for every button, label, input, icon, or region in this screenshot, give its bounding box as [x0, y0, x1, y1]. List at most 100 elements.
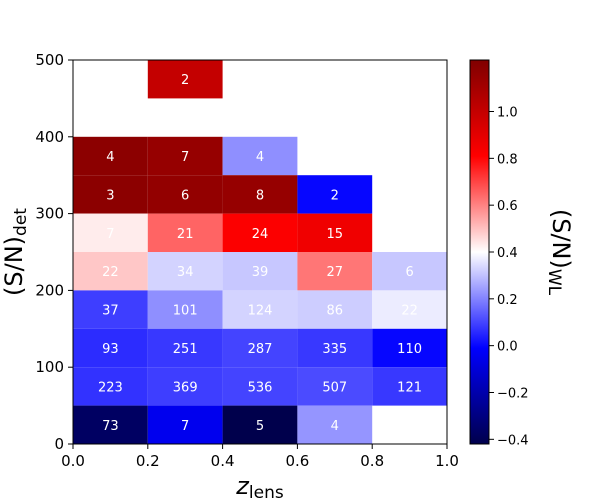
x-axis-title: zlens — [235, 472, 284, 500]
heatmap-cell — [372, 252, 447, 291]
heatmap-cell — [147, 213, 223, 252]
cell-count-label: 93 — [102, 342, 119, 357]
heatmap-cell — [372, 290, 447, 329]
heatmap-cell — [147, 405, 223, 444]
heatmap-cell — [372, 328, 447, 368]
cell-count-label: 251 — [173, 342, 198, 357]
heatmap-cell — [73, 213, 148, 252]
cell-count-label: 21 — [177, 227, 194, 242]
heatmap-cell — [73, 405, 148, 444]
heatmap-cell — [297, 213, 373, 252]
heatmap-cell — [297, 290, 373, 329]
plot-frame — [72, 59, 448, 445]
heatmap-cell — [222, 405, 298, 444]
heatmap-cell — [297, 328, 373, 368]
heatmap-cell — [222, 136, 298, 176]
heatmap-cell — [297, 367, 373, 406]
y-tick-label: 300 — [35, 205, 64, 223]
heatmap-cell — [222, 252, 298, 291]
heatmap-cell — [147, 60, 223, 99]
cell-count-label: 6 — [405, 265, 413, 280]
colorbar-ticks: −0.4 −0.2 0.0 0.2 0.4 0.6 0.8 1.0 — [489, 106, 529, 448]
heatmap-cell — [297, 252, 373, 291]
heatmap-cell — [147, 367, 223, 406]
y-tick-label: 200 — [35, 281, 64, 299]
heatmap-cell — [222, 175, 298, 214]
cell-count-label: 7 — [106, 227, 114, 242]
heatmap-cell — [147, 175, 223, 214]
heatmap-cell — [297, 175, 373, 214]
cell-count-label: 15 — [327, 227, 344, 242]
x-tick-label: 0.4 — [211, 452, 235, 470]
heatmap-cell — [222, 328, 298, 368]
cell-count-label: 507 — [322, 380, 347, 395]
cell-count-label: 39 — [252, 265, 269, 280]
heatmap-cell — [372, 367, 447, 406]
heatmap-cell — [222, 367, 298, 406]
y-axis-title: (S/N)det — [0, 208, 31, 296]
heatmap-cell — [147, 328, 223, 368]
colorbar-tick-label: 0.4 — [497, 246, 518, 261]
x-axis-ticks: 0.0 0.2 0.4 0.6 0.8 1.0 — [61, 444, 459, 470]
cell-count-label: 101 — [173, 304, 198, 319]
y-tick-label: 400 — [35, 128, 64, 146]
colorbar — [469, 59, 490, 445]
cell-count-label: 5 — [256, 419, 264, 434]
heatmap-cell — [297, 405, 373, 444]
cell-count-label: 3 — [106, 188, 114, 203]
heatmap-cell — [73, 290, 148, 329]
cell-count-label: 536 — [248, 380, 273, 395]
cell-count-label: 22 — [401, 304, 418, 319]
heatmap-cell — [147, 136, 223, 176]
x-tick-label: 0.6 — [285, 452, 309, 470]
heatmap-cell — [222, 213, 298, 252]
cell-count-label: 369 — [173, 380, 198, 395]
cell-count-label: 110 — [397, 342, 422, 357]
cell-count-label: 86 — [327, 304, 344, 319]
colorbar-tick-label: 0.6 — [497, 199, 518, 214]
cell-count-label: 121 — [397, 380, 422, 395]
cell-count-label: 124 — [248, 304, 273, 319]
colorbar-tick-label: 0.0 — [497, 340, 518, 355]
y-tick-label: 0 — [54, 435, 64, 453]
cell-count-label: 22 — [102, 265, 119, 280]
cell-count-label: 34 — [177, 265, 194, 280]
heatmap-cell — [73, 136, 148, 176]
cell-count-label: 4 — [331, 419, 339, 434]
colorbar-tick-label: −0.4 — [497, 433, 529, 448]
cell-count-label: 37 — [102, 304, 119, 319]
cell-count-label: 2 — [331, 188, 339, 203]
cell-count-label: 27 — [327, 265, 344, 280]
cell-count-label: 7 — [181, 150, 189, 165]
heatmap-cell — [147, 252, 223, 291]
cell-count-label: 6 — [181, 188, 189, 203]
x-tick-label: 0.8 — [360, 452, 384, 470]
cell-count-label: 4 — [106, 150, 114, 165]
colorbar-tick-label: 1.0 — [497, 106, 518, 121]
y-tick-label: 100 — [35, 358, 64, 376]
heatmap-cell — [73, 252, 148, 291]
colorbar-tick-label: 0.2 — [497, 293, 518, 308]
cell-count-label: 8 — [256, 188, 264, 203]
y-axis-ticks: 0 100 200 300 400 500 — [35, 51, 73, 453]
heatmap-cell — [73, 328, 148, 368]
heatmap-cell — [73, 367, 148, 406]
heatmap-cells — [73, 60, 447, 444]
cell-count-label: 335 — [322, 342, 347, 357]
x-tick-label: 0.2 — [136, 452, 160, 470]
heatmap-cell — [147, 290, 223, 329]
cell-count-label: 24 — [252, 227, 269, 242]
cell-count-label: 4 — [256, 150, 264, 165]
x-tick-label: 1.0 — [435, 452, 459, 470]
cell-count-label: 7 — [181, 419, 189, 434]
x-tick-label: 0.0 — [61, 452, 85, 470]
colorbar-tick-label: −0.2 — [497, 386, 529, 401]
heatmap-cell — [73, 175, 148, 214]
colorbar-tick-label: 0.8 — [497, 152, 518, 167]
cell-count-label: 287 — [248, 342, 273, 357]
cell-count-label: 223 — [98, 380, 123, 395]
cell-count-label: 73 — [102, 419, 119, 434]
y-tick-label: 500 — [35, 51, 64, 69]
